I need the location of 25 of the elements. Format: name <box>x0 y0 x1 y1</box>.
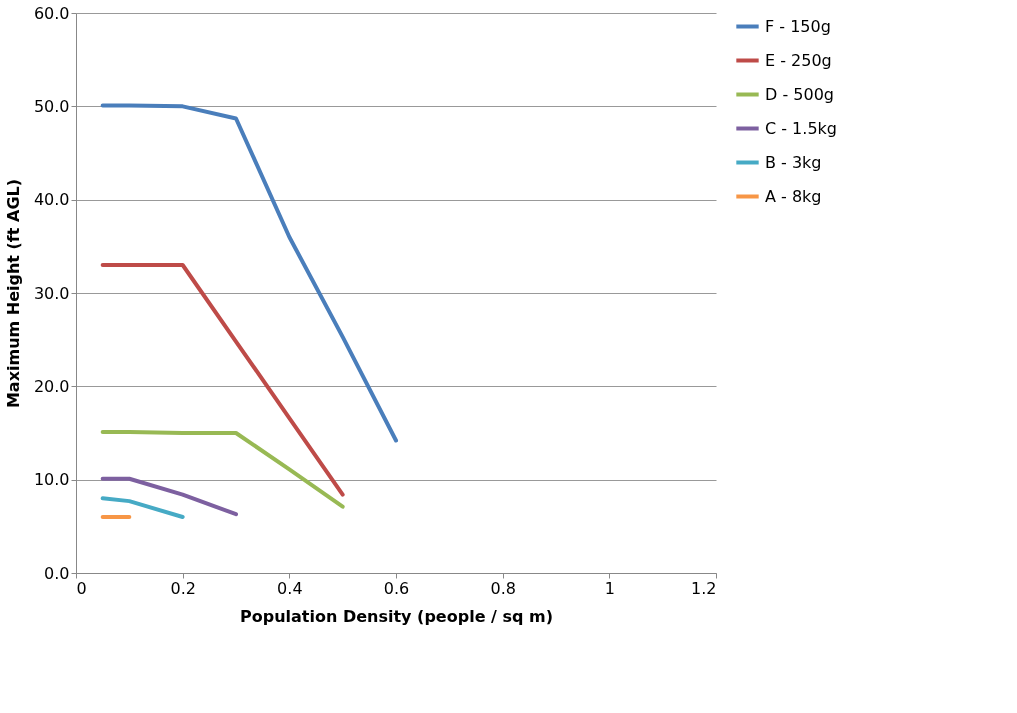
x-tick-label: 0.8 <box>490 578 516 598</box>
y-tick-label: 0.0 <box>44 563 70 583</box>
legend-label: C - 1.5kg <box>765 118 837 138</box>
legend-label: B - 3kg <box>765 152 822 172</box>
y-tick-label: 40.0 <box>33 190 70 210</box>
y-tick-label: 50.0 <box>33 96 70 116</box>
y-tick-label: 20.0 <box>33 376 70 396</box>
legend-label: F - 150g <box>765 16 831 36</box>
x-tick-label: 0.2 <box>170 578 196 598</box>
x-tick-label: 0 <box>76 578 87 598</box>
legend-label: E - 250g <box>765 50 832 70</box>
y-tick-label: 60.0 <box>33 3 70 23</box>
x-axis-title: Population Density (people / sq m) <box>239 606 554 626</box>
x-tick-label: 1 <box>604 578 615 598</box>
legend-label: D - 500g <box>765 84 834 104</box>
x-tick-label: 0.4 <box>277 578 303 598</box>
line-series <box>100 103 398 443</box>
y-tick-label: 30.0 <box>33 283 70 303</box>
y-axis-title: Maximum Height (ft AGL) <box>3 178 23 409</box>
x-tick-label: 0.6 <box>383 578 410 598</box>
x-tick-label: 1.2 <box>691 578 717 598</box>
line-series <box>100 430 345 509</box>
y-tick-label: 10.0 <box>33 470 70 490</box>
line-series <box>100 263 345 497</box>
legend-label: A - 8kg <box>765 186 822 206</box>
